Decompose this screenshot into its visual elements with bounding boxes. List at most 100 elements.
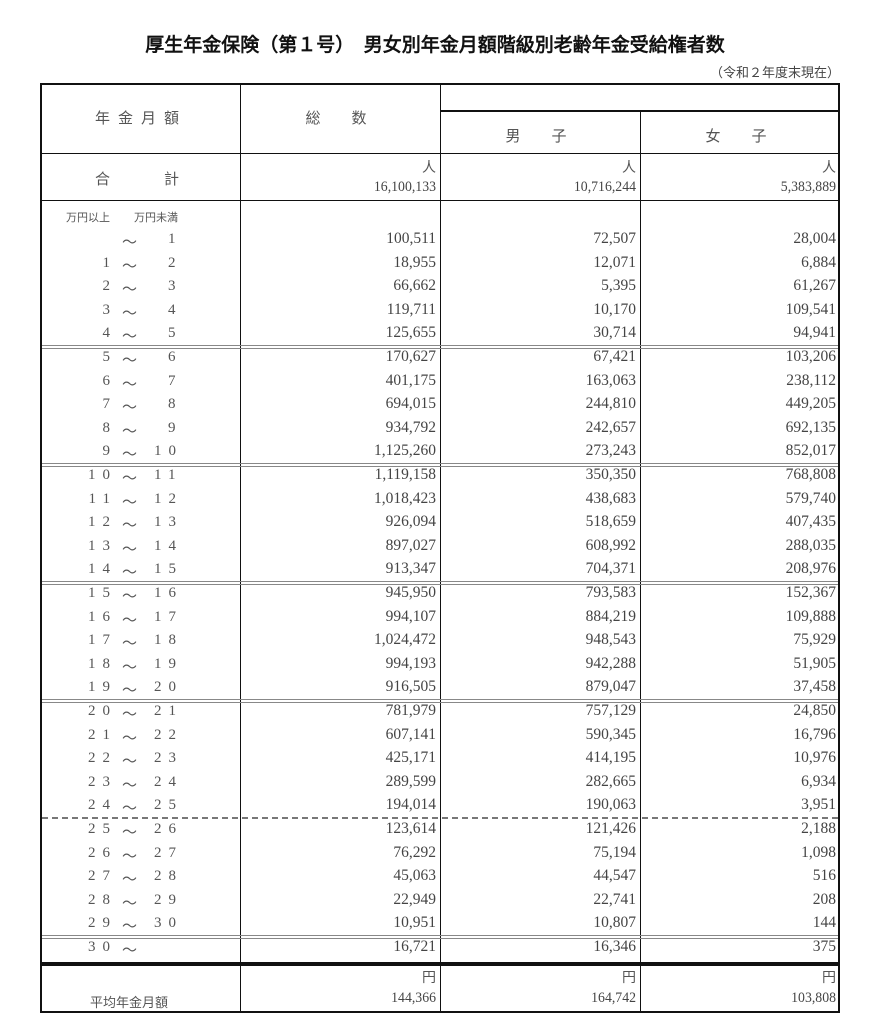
range-from: 22 (88, 750, 117, 767)
cell-male: 518,659 (585, 513, 636, 531)
range-from: 30 (88, 939, 117, 955)
range-tilde: ～ (122, 471, 145, 487)
column-divider (440, 85, 441, 1011)
range-to: 17 (154, 608, 183, 625)
range-tilde: ～ (122, 305, 145, 322)
cell-male: 942,288 (585, 654, 636, 672)
range-tilde: ～ (122, 872, 145, 889)
range-from: 13 (88, 537, 117, 554)
cell-total: 66,662 (393, 277, 436, 295)
range-to: 28 (154, 868, 183, 885)
range-tilde: ～ (122, 282, 145, 299)
range-from: 20 (88, 703, 117, 719)
range-to: 19 (154, 655, 183, 672)
cell-female: 375 (812, 938, 836, 955)
range-tilde: ～ (122, 612, 145, 629)
range-to: 13 (154, 514, 183, 531)
range-tilde: ～ (122, 943, 145, 959)
total-female: 5,383,889 (780, 179, 836, 195)
cell-male: 879,047 (585, 678, 636, 696)
group-divider (42, 699, 838, 703)
cell-female: 579,740 (785, 489, 836, 507)
range-tilde: ～ (122, 541, 145, 558)
range-tilde: ～ (122, 423, 145, 440)
table-row: 17 ～ 18 1,024,472 948,543 75,929 (42, 629, 838, 653)
cell-male: 244,810 (585, 395, 636, 413)
cell-male: 10,170 (593, 300, 636, 318)
range-tilde: ～ (122, 707, 145, 723)
column-divider (240, 85, 241, 1011)
cell-female: 61,267 (793, 277, 836, 295)
cell-male: 67,421 (593, 348, 636, 365)
range-tilde: ～ (122, 353, 145, 369)
cell-female: 144 (812, 914, 836, 932)
header-total: 総 数 (305, 109, 375, 127)
column-divider (640, 110, 641, 1011)
table-row: 29 ～ 30 10,951 10,807 144 (42, 912, 838, 936)
range-tilde: ～ (122, 376, 145, 393)
cell-male: 414,195 (585, 749, 636, 767)
unit-yen: 円 (822, 970, 836, 986)
cell-female: 16,796 (793, 725, 836, 743)
cell-female: 407,435 (785, 513, 836, 531)
table-row: 8 ～ 9 934,792 242,657 692,135 (42, 417, 838, 441)
range-from: 18 (88, 655, 117, 672)
total-all: 16,100,133 (373, 179, 436, 195)
cell-male: 75,194 (593, 843, 636, 861)
range-to: 29 (154, 891, 183, 908)
table-row: 14 ～ 15 913,347 704,371 208,976 (42, 558, 838, 582)
cell-male: 72,507 (593, 230, 636, 247)
table-row: 22 ～ 23 425,171 414,195 10,976 (42, 747, 838, 771)
range-to: 20 (154, 679, 183, 696)
average-label: 平均年金月額 (90, 996, 169, 1011)
total-male: 10,716,244 (573, 179, 636, 195)
table-row: 9 ～ 10 1,125,260 273,243 852,017 (42, 440, 838, 464)
group-divider-dashed (42, 817, 838, 819)
range-to: 12 (154, 490, 183, 507)
range-to: 11 (154, 467, 183, 483)
header-female: 女 子 (705, 127, 775, 145)
cell-male: 22,741 (593, 890, 636, 908)
header-divider (42, 153, 838, 154)
cell-female: 10,976 (793, 749, 836, 767)
cell-male: 273,243 (585, 442, 636, 460)
table-row: 6 ～ 7 401,175 163,063 238,112 (42, 370, 838, 394)
range-from: 16 (88, 608, 117, 625)
cell-male: 608,992 (585, 536, 636, 554)
cell-male: 10,807 (593, 914, 636, 932)
cell-total: 1,024,472 (374, 631, 436, 649)
cell-female: 768,808 (785, 466, 836, 483)
range-tilde: ～ (122, 919, 145, 936)
cell-male: 438,683 (585, 489, 636, 507)
range-to: 6 (168, 349, 183, 365)
cell-total: 916,505 (385, 678, 436, 696)
table-row: 23 ～ 24 289,599 282,665 6,934 (42, 771, 838, 795)
table-row: 19 ～ 20 916,505 879,047 37,458 (42, 676, 838, 700)
cell-total: 1,018,423 (374, 489, 436, 507)
range-to: 4 (168, 301, 183, 318)
table-row: 11 ～ 12 1,018,423 438,683 579,740 (42, 488, 838, 512)
cell-female: 516 (812, 867, 836, 885)
cell-male: 44,547 (593, 867, 636, 885)
range-from: 6 (102, 372, 117, 389)
cell-male: 12,071 (593, 253, 636, 271)
range-to: 27 (154, 844, 183, 861)
range-tilde: ～ (122, 801, 145, 818)
table-row: 27 ～ 28 45,063 44,547 516 (42, 865, 838, 889)
average-divider (42, 962, 838, 966)
range-from: 25 (88, 821, 117, 837)
cell-female: 238,112 (786, 371, 836, 389)
cell-female: 51,905 (793, 654, 836, 672)
as-of-note: （令和２年度末現在） (709, 66, 840, 81)
cell-female: 288,035 (785, 536, 836, 554)
range-from: 27 (88, 868, 117, 885)
cell-female: 852,017 (785, 442, 836, 460)
range-from: 17 (88, 632, 117, 649)
cell-total: 45,063 (393, 867, 436, 885)
cell-male: 948,543 (585, 631, 636, 649)
cell-female: 109,888 (785, 607, 836, 625)
cell-male: 16,346 (593, 938, 636, 955)
cell-total: 926,094 (385, 513, 436, 531)
header-male: 男 子 (505, 127, 575, 145)
cell-male: 884,219 (585, 607, 636, 625)
